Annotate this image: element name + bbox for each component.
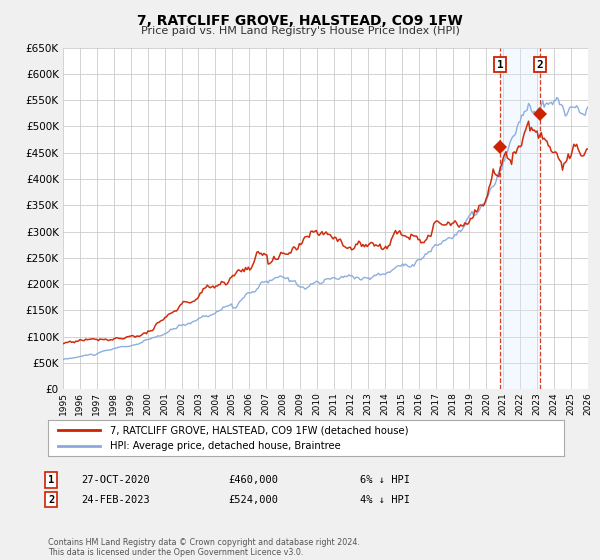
Text: 6% ↓ HPI: 6% ↓ HPI — [360, 475, 410, 485]
Text: 27-OCT-2020: 27-OCT-2020 — [81, 475, 150, 485]
Text: 2: 2 — [48, 494, 54, 505]
Text: 7, RATCLIFF GROVE, HALSTEAD, CO9 1FW (detached house): 7, RATCLIFF GROVE, HALSTEAD, CO9 1FW (de… — [110, 425, 409, 435]
Text: HPI: Average price, detached house, Braintree: HPI: Average price, detached house, Brai… — [110, 441, 341, 451]
Text: Price paid vs. HM Land Registry's House Price Index (HPI): Price paid vs. HM Land Registry's House … — [140, 26, 460, 36]
Text: Contains HM Land Registry data © Crown copyright and database right 2024.
This d: Contains HM Land Registry data © Crown c… — [48, 538, 360, 557]
Text: 4% ↓ HPI: 4% ↓ HPI — [360, 494, 410, 505]
Text: £524,000: £524,000 — [228, 494, 278, 505]
Text: 24-FEB-2023: 24-FEB-2023 — [81, 494, 150, 505]
Text: 2: 2 — [536, 59, 543, 69]
Bar — [500, 48, 540, 389]
Text: 1: 1 — [48, 475, 54, 485]
Text: 1: 1 — [497, 59, 503, 69]
Text: £460,000: £460,000 — [228, 475, 278, 485]
Text: 7, RATCLIFF GROVE, HALSTEAD, CO9 1FW: 7, RATCLIFF GROVE, HALSTEAD, CO9 1FW — [137, 14, 463, 28]
